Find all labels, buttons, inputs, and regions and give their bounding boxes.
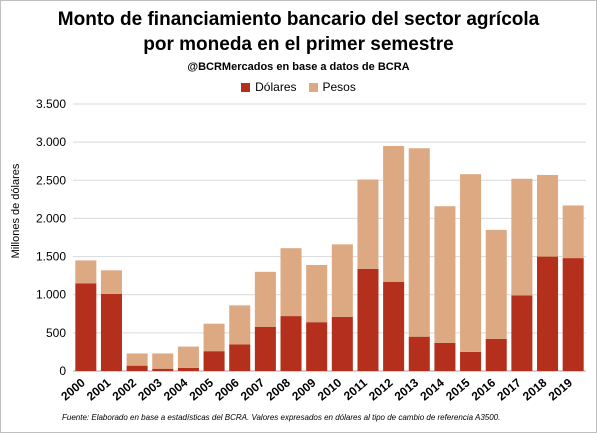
x-tick-label: 2001 — [84, 375, 114, 403]
x-tick-label: 2007 — [238, 375, 268, 403]
chart-subtitle: @BCRMercados en base a datos de BCRA — [187, 61, 410, 73]
bar-dolares — [383, 281, 405, 371]
x-tick-label: 2012 — [366, 375, 396, 403]
bar-dolares — [485, 338, 507, 371]
y-tick-label: 0 — [59, 364, 66, 378]
x-tick-label: 2017 — [494, 375, 524, 403]
legend-label-dolares: Dólares — [255, 80, 297, 94]
legend-item-dolares: Dólares — [241, 80, 297, 94]
bar-dolares — [511, 295, 533, 371]
bar-pesos — [100, 270, 122, 294]
legend-swatch-pesos — [308, 82, 318, 92]
bar-pesos — [511, 178, 533, 296]
x-tick-label: 2000 — [58, 375, 88, 403]
bar-dolares — [460, 351, 482, 371]
chart-title-line-1: Monto de financiamiento bancario del sec… — [57, 9, 540, 30]
bar-dolares — [280, 316, 302, 371]
bar-dolares — [126, 365, 148, 371]
bar-dolares — [357, 268, 379, 371]
bar-dolares — [434, 342, 456, 371]
bar-dolares — [75, 283, 97, 371]
bar-pesos — [177, 346, 199, 368]
bar-pesos — [383, 145, 405, 282]
bar-dolares — [203, 351, 225, 371]
bar-pesos — [152, 353, 174, 369]
y-tick-label: 500 — [46, 326, 66, 340]
bar-pesos — [485, 229, 507, 339]
bar-dolares — [306, 322, 328, 371]
x-tick-label: 2016 — [469, 375, 499, 403]
y-tick-label: 1.000 — [36, 288, 66, 302]
x-tick-label: 2018 — [520, 375, 550, 403]
x-tick-label: 2008 — [263, 375, 293, 403]
chart-title-line-2: por moneda en el primer semestre — [143, 34, 454, 55]
bar-dolares — [100, 293, 122, 371]
bar-pesos — [408, 148, 430, 337]
bar-dolares — [537, 256, 559, 371]
bar-dolares — [152, 368, 174, 371]
x-tick-label: 2014 — [417, 375, 447, 403]
legend-item-pesos: Pesos — [308, 80, 356, 94]
x-tick-label: 2013 — [392, 375, 422, 403]
bar-pesos — [434, 206, 456, 343]
x-tick-label: 2009 — [289, 375, 319, 403]
bar-pesos — [357, 179, 379, 269]
legend-swatch-dolares — [241, 82, 251, 92]
bar-pesos — [331, 244, 353, 317]
bar-pesos — [229, 305, 251, 345]
bar-dolares — [229, 344, 251, 371]
bar-pesos — [537, 174, 559, 257]
y-tick-label: 3.000 — [36, 135, 66, 149]
legend-label-pesos: Pesos — [322, 80, 356, 94]
bar-pesos — [254, 271, 276, 327]
x-tick-label: 2003 — [135, 375, 165, 403]
y-tick-label: 3.500 — [36, 97, 66, 111]
bar-dolares — [562, 258, 584, 371]
bar-pesos — [460, 174, 482, 352]
bar-pesos — [562, 205, 584, 259]
bar-pesos — [306, 264, 328, 323]
bar-pesos — [203, 323, 225, 352]
y-tick-label: 1.500 — [36, 250, 66, 264]
x-tick-label: 2011 — [341, 375, 370, 403]
x-tick-label: 2006 — [212, 375, 242, 403]
x-tick-label: 2015 — [443, 375, 473, 403]
source-note: Fuente: Elaborado en base a estadísticas… — [62, 413, 501, 422]
bar-dolares — [254, 326, 276, 371]
chart-legend: Dólares Pesos — [1, 80, 596, 94]
x-tick-label: 2002 — [110, 375, 140, 403]
bar-dolares — [177, 367, 199, 371]
y-tick-label: 2.500 — [36, 173, 66, 187]
y-tick-label: 2.000 — [36, 211, 66, 225]
bar-pesos — [75, 260, 97, 284]
bar-dolares — [331, 316, 353, 371]
x-tick-label: 2005 — [187, 375, 217, 403]
bar-pesos — [280, 248, 302, 317]
chart-title: Monto de financiamiento bancario del sec… — [1, 7, 596, 57]
bar-dolares — [408, 336, 430, 371]
bar-pesos — [126, 353, 148, 366]
x-tick-label: 2019 — [546, 375, 576, 403]
x-tick-label: 2010 — [315, 375, 345, 403]
x-tick-label: 2004 — [161, 375, 191, 403]
